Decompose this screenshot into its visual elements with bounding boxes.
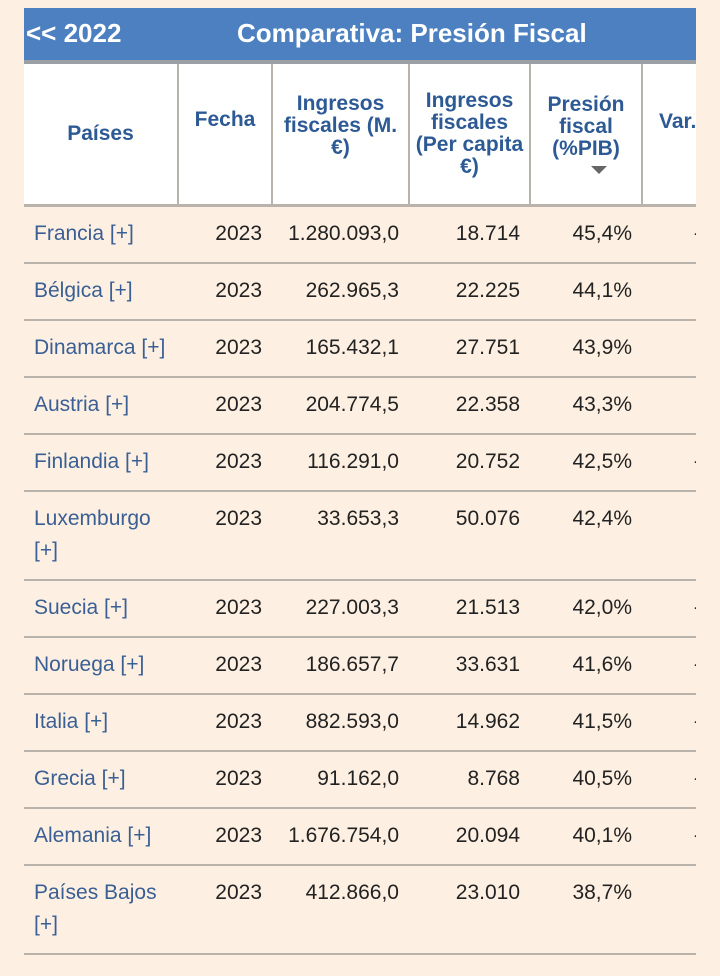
previous-year-link[interactable]: << 2022 bbox=[26, 18, 122, 48]
revenue-cell: 33.653,3 bbox=[272, 490, 409, 581]
comparison-table: Países Fecha Ingresos fiscales (M. €) In… bbox=[24, 64, 696, 976]
pressure-cell: 43,9% bbox=[530, 319, 642, 378]
year-cell: 2023 bbox=[178, 376, 272, 435]
per-capita-cell: 8.768 bbox=[409, 750, 530, 809]
revenue-cell: 116.291,0 bbox=[272, 433, 409, 492]
revenue-cell: 227.003,3 bbox=[272, 579, 409, 638]
variation-cell: -0,8 bbox=[642, 433, 696, 492]
pressure-cell: 44,1% bbox=[530, 262, 642, 321]
revenue-cell: 165.432,1 bbox=[272, 319, 409, 378]
year-cell: 2023 bbox=[178, 205, 272, 264]
per-capita-cell: 14.962 bbox=[409, 693, 530, 752]
column-header-presion-label: Presión fiscal (%PIB) bbox=[547, 92, 625, 160]
pressure-cell: 42,4% bbox=[530, 490, 642, 581]
column-header-var[interactable]: Var. bbox=[642, 64, 696, 207]
revenue-cell: 91.162,0 bbox=[272, 750, 409, 809]
pressure-cell: 42,0% bbox=[530, 579, 642, 638]
variation-cell: 1,4 bbox=[642, 319, 696, 378]
country-link[interactable]: Alemania [+] bbox=[24, 807, 178, 866]
country-link[interactable]: Luxemburgo [+] bbox=[24, 490, 178, 581]
variation-cell: -1,9 bbox=[642, 205, 696, 264]
variation-cell: -1,0 bbox=[642, 579, 696, 638]
country-link[interactable]: Finlandia [+] bbox=[24, 433, 178, 492]
per-capita-cell: 33.631 bbox=[409, 636, 530, 695]
year-cell: 2023 bbox=[178, 319, 272, 378]
column-header-per-capita[interactable]: Ingresos fiscales (Per capita €) bbox=[409, 64, 531, 207]
per-capita-cell: 22.225 bbox=[409, 262, 530, 321]
sort-descending-icon[interactable] bbox=[591, 165, 607, 174]
revenue-cell: 204.774,5 bbox=[272, 376, 409, 435]
year-cell: 2023 bbox=[178, 433, 272, 492]
variation-cell: -0,2 bbox=[642, 693, 696, 752]
revenue-cell: 412.866,0 bbox=[272, 864, 409, 955]
revenue-cell: 1.676.754,0 bbox=[272, 807, 409, 866]
pressure-cell: 40,1% bbox=[530, 807, 642, 866]
variation-cell: 0,2 bbox=[642, 262, 696, 321]
country-link[interactable]: Noruega [+] bbox=[24, 636, 178, 695]
pressure-cell: 42,5% bbox=[530, 433, 642, 492]
year-cell: 2023 bbox=[178, 636, 272, 695]
pressure-cell: 41,6% bbox=[530, 636, 642, 695]
revenue-cell: 262.965,3 bbox=[272, 262, 409, 321]
pressure-cell: 40,5% bbox=[530, 750, 642, 809]
pressure-cell: 43,3% bbox=[530, 376, 642, 435]
country-link[interactable]: Francia [+] bbox=[24, 205, 178, 264]
column-header-fecha[interactable]: Fecha bbox=[178, 64, 273, 207]
country-link[interactable]: Austria [+] bbox=[24, 376, 178, 435]
revenue-cell: 882.593,0 bbox=[272, 693, 409, 752]
variation-cell: -2,0 bbox=[642, 636, 696, 695]
column-header-presion[interactable]: Presión fiscal (%PIB) bbox=[530, 64, 643, 207]
variation-cell: -2,1 bbox=[642, 750, 696, 809]
table-row: Finlandia [+]2023116.291,020.75242,5%-0,… bbox=[24, 433, 696, 492]
column-header-ingresos[interactable]: Ingresos fiscales (M. €) bbox=[272, 64, 410, 207]
table-header-row: Países Fecha Ingresos fiscales (M. €) In… bbox=[24, 64, 696, 207]
country-link[interactable]: Países Bajos [+] bbox=[24, 864, 178, 955]
country-link[interactable]: Suecia [+] bbox=[24, 579, 178, 638]
pressure-cell: 41,5% bbox=[530, 693, 642, 752]
page-header: << 2022 Comparativa: Presión Fiscal bbox=[24, 8, 696, 64]
per-capita-cell: 23.010 bbox=[409, 864, 530, 955]
per-capita-cell: 27.751 bbox=[409, 319, 530, 378]
table-row: Francia [+]20231.280.093,018.71445,4%-1,… bbox=[24, 205, 696, 264]
country-link[interactable]: Grecia [+] bbox=[24, 750, 178, 809]
revenue-cell: 1.280.093,0 bbox=[272, 205, 409, 264]
per-capita-cell: 50.076 bbox=[409, 490, 530, 581]
per-capita-cell: 21.513 bbox=[409, 579, 530, 638]
year-cell: 2023 bbox=[178, 693, 272, 752]
table-row: Países Bajos [+] 2023 412.866,0 23.010 38,7%… bbox=[24, 864, 696, 955]
per-capita-cell: 20.094 bbox=[409, 807, 530, 866]
pressure-cell: 45,4% bbox=[530, 205, 642, 264]
year-cell: 2023 bbox=[178, 807, 272, 866]
country-link[interactable]: Bélgica [+] bbox=[24, 262, 178, 321]
table-row: Alemania [+]20231.676.754,020.09440,1%-1… bbox=[24, 807, 696, 866]
variation-cell: 0 bbox=[642, 376, 696, 435]
revenue-cell: 186.657,7 bbox=[272, 636, 409, 695]
year-cell: 2023 bbox=[178, 579, 272, 638]
variation-cell: -1,3 bbox=[642, 807, 696, 866]
variation-cell: 0,5 bbox=[642, 864, 696, 955]
variation-cell: 2,6 bbox=[642, 490, 696, 581]
year-cell: 2023 bbox=[178, 750, 272, 809]
per-capita-cell: 18.714 bbox=[409, 205, 530, 264]
per-capita-cell: 20.752 bbox=[409, 433, 530, 492]
country-link[interactable]: Dinamarca [+] bbox=[24, 319, 178, 378]
year-cell: 2023 bbox=[178, 864, 272, 955]
year-cell: 2023 bbox=[178, 262, 272, 321]
year-cell: 2023 bbox=[178, 490, 272, 581]
country-link[interactable]: Italia [+] bbox=[24, 693, 178, 752]
per-capita-cell: 22.358 bbox=[409, 376, 530, 435]
pressure-cell: 38,7% bbox=[530, 864, 642, 955]
page-title: Comparativa: Presión Fiscal bbox=[237, 18, 587, 48]
column-header-paises[interactable]: Países bbox=[24, 64, 179, 207]
